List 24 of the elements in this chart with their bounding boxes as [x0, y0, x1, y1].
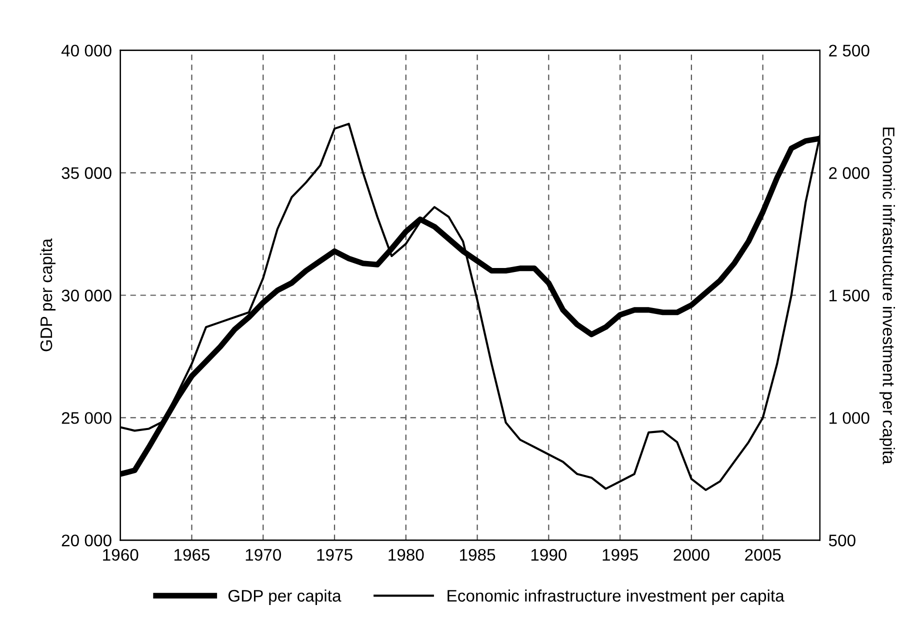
- x-tick-label: 2005: [745, 548, 781, 561]
- x-tick-label: 1960: [103, 548, 138, 561]
- y2-tick-label: 500: [828, 534, 856, 546]
- legend-label: Economic infrastructure investment per capita: [448, 589, 784, 605]
- y2-tick-label: 2 500: [829, 44, 870, 57]
- x-tick-label: 2000: [674, 548, 710, 561]
- x-tick-label: 1985: [460, 548, 496, 561]
- x-tick-label: 1990: [531, 548, 567, 561]
- y-axis-title: GDP per capita: [40, 238, 56, 352]
- x-tick-label: 1995: [602, 548, 638, 561]
- y-tick-label: 40 000: [61, 44, 112, 57]
- y-tick-label: 20 000: [62, 534, 112, 546]
- y-tick-label: 35 000: [62, 167, 112, 179]
- x-tick-label: 1970: [246, 548, 282, 561]
- legend-label: GDP per capita: [228, 589, 342, 605]
- y2-tick-label: 1 500: [830, 290, 870, 302]
- x-tick-label: 1975: [317, 548, 352, 561]
- x-tick-label: 1980: [388, 548, 424, 561]
- y2-axis-title: Economic infrastructure investment per capita: [879, 128, 895, 464]
- x-tick-label: 1965: [174, 548, 210, 561]
- y2-tick-label: 1 000: [830, 412, 870, 424]
- y2-tick-label: 2 000: [829, 167, 870, 179]
- y-tick-label: 30 000: [62, 290, 112, 302]
- y-tick-label: 25 000: [62, 412, 112, 424]
